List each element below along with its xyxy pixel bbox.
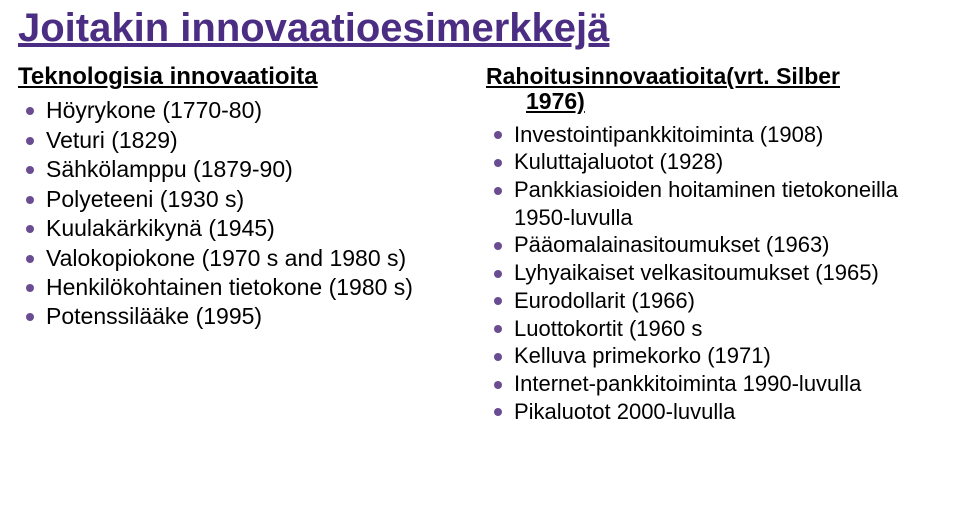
left-column: Teknologisia innovaatioita Höyrykone (17…	[18, 64, 478, 426]
list-item: Veturi (1829)	[18, 126, 478, 155]
list-item: Pankkiasioiden hoitaminen tietokoneilla …	[486, 176, 936, 231]
list-item: Pikaluotot 2000-luvulla	[486, 398, 936, 426]
right-column: Rahoitusinnovaatioita(vrt. Silber 1976) …	[486, 64, 936, 426]
right-heading-line1: Rahoitusinnovaatioita(vrt. Silber	[486, 63, 840, 89]
list-item: Henkilökohtainen tietokone (1980 s)	[18, 273, 478, 302]
left-list: Höyrykone (1770-80) Veturi (1829) Sähköl…	[18, 96, 478, 332]
list-item: Internet-pankkitoiminta 1990-luvulla	[486, 370, 936, 398]
list-item: Eurodollarit (1966)	[486, 287, 936, 315]
columns: Teknologisia innovaatioita Höyrykone (17…	[18, 64, 942, 426]
right-list: Investointipankkitoiminta (1908) Kulutta…	[486, 121, 936, 426]
left-heading: Teknologisia innovaatioita	[18, 64, 478, 90]
list-item: Kuluttajaluotot (1928)	[486, 148, 936, 176]
right-heading: Rahoitusinnovaatioita(vrt. Silber 1976)	[486, 64, 936, 115]
list-item: Kuulakärkikynä (1945)	[18, 214, 478, 243]
right-heading-line2: 1976)	[486, 89, 936, 114]
list-item: Polyeteeni (1930 s)	[18, 185, 478, 214]
list-item: Potenssilääke (1995)	[18, 302, 478, 331]
list-item: Höyrykone (1770-80)	[18, 96, 478, 125]
list-item: Valokopiokone (1970 s and 1980 s)	[18, 244, 478, 273]
slide-title: Joitakin innovaatioesimerkkejä	[18, 6, 942, 50]
slide: Joitakin innovaatioesimerkkejä Teknologi…	[0, 0, 960, 522]
list-item: Luottokortit (1960 s	[486, 315, 936, 343]
list-item: Investointipankkitoiminta (1908)	[486, 121, 936, 149]
list-item: Sähkölamppu (1879-90)	[18, 155, 478, 184]
list-item: Kelluva primekorko (1971)	[486, 342, 936, 370]
list-item: Pääomalainasitoumukset (1963)	[486, 231, 936, 259]
list-item: Lyhyaikaiset velkasitoumukset (1965)	[486, 259, 936, 287]
